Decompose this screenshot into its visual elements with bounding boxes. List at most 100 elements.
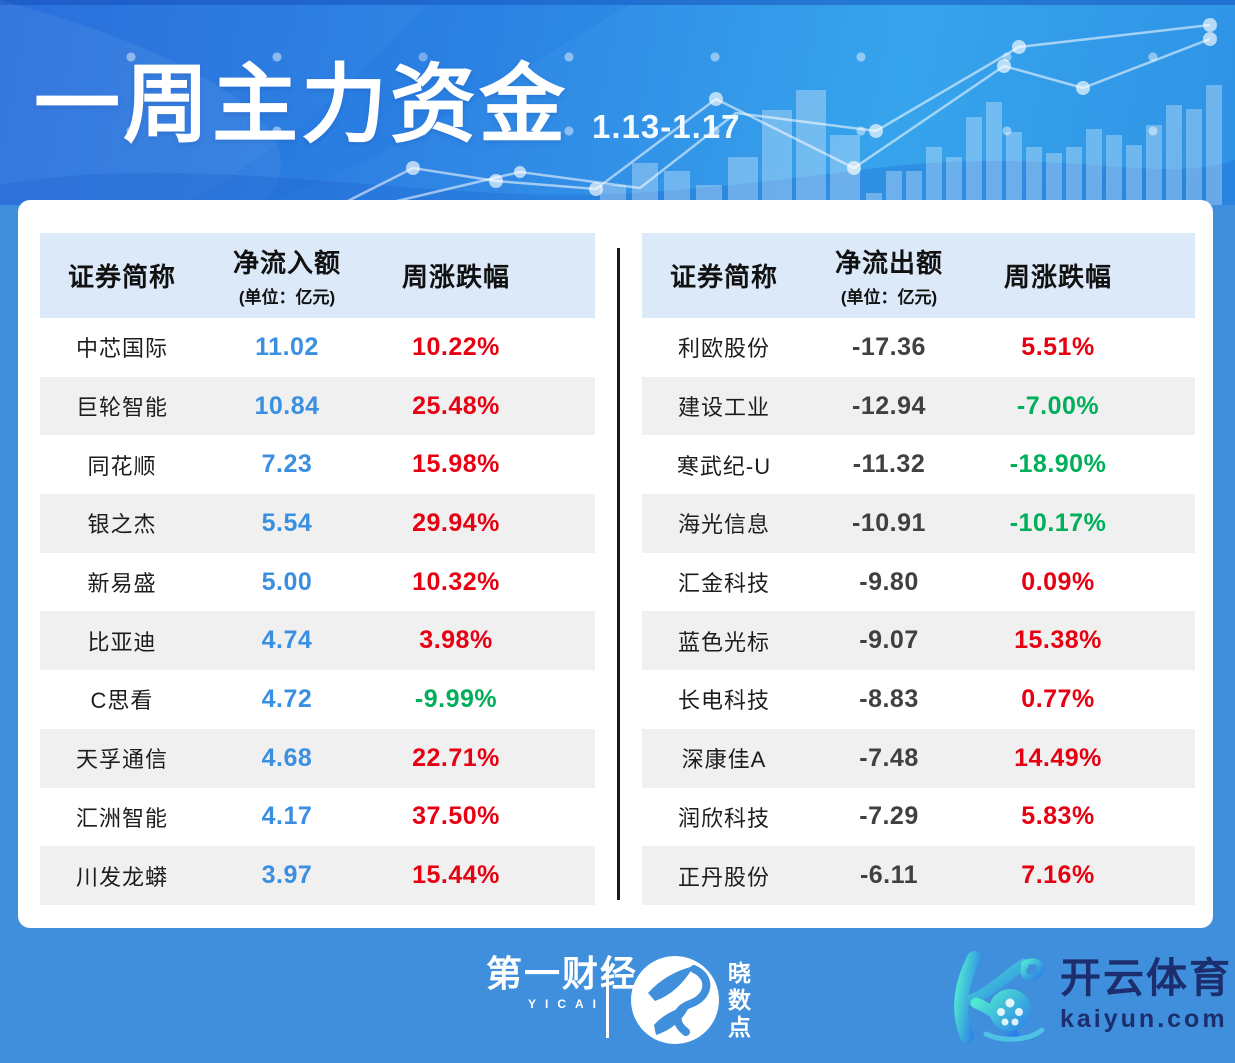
net-flow-value: -9.07 (859, 626, 919, 655)
net-flow-value: -7.48 (859, 743, 919, 772)
net-flow-value: 4.17 (261, 802, 313, 831)
security-name: 汇金科技 (677, 571, 770, 597)
net-flow-value: 5.54 (261, 508, 313, 537)
outflow-table-body: 利欧股份 -17.36 5.51% 建设工业 -12.94 -7.00% 寒武纪-U -11.… (642, 318, 1195, 905)
table-row: 巨轮智能 10.84 25.48% (40, 376, 595, 436)
column-header-unit: (单位：亿元) (238, 288, 336, 307)
weekly-change: -9.99% (414, 684, 498, 713)
table-row: 润欣科技 -7.29 5.83% (642, 788, 1195, 847)
table-row: 寒武纪-U -11.32 -18.90% (642, 435, 1195, 494)
weekly-change: 5.83% (1021, 802, 1095, 831)
table-row: 银之杰 5.54 29.94% (40, 494, 595, 553)
kaiyun-text: 开云体育 kaiyun.com (1060, 954, 1232, 1034)
security-name: 润欣科技 (677, 805, 770, 831)
content-card: 证券简称 净流入额 (单位：亿元) 周涨跌幅 中芯国际 11.02 10.22% 巨轮… (18, 200, 1213, 928)
weekly-change: 29.94% (412, 508, 500, 537)
yicai-logo-subtext: YICAI (528, 997, 606, 1011)
page-title: 一周主力资金 (34, 57, 568, 153)
banner-chart-decoration (0, 0, 1235, 205)
table-row: 利欧股份 -17.36 5.51% (642, 318, 1195, 377)
yicai-logo-text: 第一财经 (486, 953, 639, 994)
security-name: 天孚通信 (75, 747, 168, 773)
security-name: 新易盛 (87, 571, 157, 597)
net-flow-value: -10.91 (852, 508, 926, 537)
table-row: C思看 4.72 -9.99% (40, 670, 595, 729)
yicai-logo: 第一财经 YICAI (486, 953, 639, 1012)
column-header-net-outflow-label: 净流出额 (834, 248, 943, 278)
column-header-unit: (单位：亿元) (840, 288, 938, 307)
kaiyun-domain: kaiyun.com (1060, 1004, 1228, 1033)
weekly-change: 0.09% (1021, 567, 1095, 596)
net-flow-value: 4.72 (261, 684, 313, 713)
security-name: 正丹股份 (677, 864, 770, 890)
security-name: 银之杰 (87, 512, 157, 538)
net-flow-value: -7.29 (859, 802, 919, 831)
net-flow-value: 10.84 (254, 391, 320, 420)
net-flow-value: 5.00 (261, 567, 313, 596)
xiaoshudian-char: 点 (728, 1013, 751, 1040)
table-row: 海光信息 -10.91 -10.17% (642, 494, 1195, 553)
date-range: 1.13-1.17 (592, 108, 741, 145)
table-row: 汇金科技 -9.80 0.09% (642, 553, 1195, 612)
kaiyun-name: 开云体育 (1060, 954, 1232, 1001)
net-flow-value: 3.97 (261, 861, 313, 890)
security-name: 蓝色光标 (677, 629, 770, 655)
column-header-weekly-change: 周涨跌幅 (1003, 262, 1112, 292)
weekly-change: 0.77% (1021, 684, 1095, 713)
column-header-net-inflow: 净流入额 (单位：亿元) (204, 243, 370, 308)
security-name: C思看 (90, 688, 154, 714)
table-row: 正丹股份 -6.11 7.16% (642, 846, 1195, 905)
inflow-table: 证券简称 净流入额 (单位：亿元) 周涨跌幅 中芯国际 11.02 10.22% 巨轮… (40, 233, 595, 905)
outflow-table: 证券简称 净流出额 (单位：亿元) 周涨跌幅 利欧股份 -17.36 5.51% 建设… (642, 233, 1195, 905)
weekly-change: -7.00% (1016, 391, 1100, 420)
table-row: 天孚通信 4.68 22.71% (40, 728, 595, 788)
weekly-change: 15.44% (412, 861, 500, 890)
weekly-change: 15.98% (412, 450, 500, 479)
net-flow-value: -17.36 (852, 332, 926, 361)
security-name: 建设工业 (677, 395, 770, 421)
net-flow-value: -8.83 (859, 684, 919, 713)
outflow-table-header: 证券简称 净流出额 (单位：亿元) 周涨跌幅 (642, 233, 1195, 318)
table-row: 中芯国际 11.02 10.22% (40, 318, 595, 377)
column-header-net-inflow-label: 净流入额 (232, 248, 341, 278)
weekly-change: 25.48% (412, 391, 500, 420)
net-flow-value: -6.11 (859, 861, 919, 890)
weekly-change: 37.50% (412, 802, 500, 831)
column-header-security: 证券简称 (669, 262, 778, 292)
security-name: 比亚迪 (87, 629, 157, 655)
column-header-net-outflow: 净流出额 (单位：亿元) (806, 243, 972, 308)
weekly-change: 10.22% (412, 332, 500, 361)
weekly-change: 15.38% (1014, 626, 1102, 655)
banner-top-stripe (0, 0, 1235, 5)
weekly-change: 5.51% (1021, 332, 1095, 361)
security-name: 汇洲智能 (75, 805, 168, 831)
table-row: 蓝色光标 -9.07 15.38% (642, 611, 1195, 671)
column-header-weekly-change: 周涨跌幅 (401, 262, 510, 292)
xiaoshudian-logo: 晓 数 点 (628, 953, 751, 1047)
weekly-change: -18.90% (1009, 450, 1107, 479)
net-flow-value: 4.68 (261, 743, 313, 772)
weekly-change: 3.98% (419, 626, 493, 655)
net-flow-value: -9.80 (859, 567, 919, 596)
table-row: 同花顺 7.23 15.98% (40, 435, 595, 494)
security-name: 利欧股份 (677, 336, 770, 362)
table-divider (617, 248, 620, 900)
weekly-change: -10.17% (1009, 508, 1107, 537)
net-flow-value: -11.32 (852, 450, 926, 479)
weekly-change: 10.32% (412, 567, 500, 596)
security-name: 长电科技 (677, 688, 770, 714)
security-name: 寒武纪-U (676, 453, 772, 479)
net-flow-value: 4.74 (261, 626, 313, 655)
xiaoshudian-char: 数 (728, 986, 751, 1013)
security-name: 深康佳A (681, 747, 767, 773)
footer-logo-divider (606, 962, 609, 1038)
dot-grid-pattern (0, 6, 1235, 202)
column-header-security: 证券简称 (67, 262, 176, 292)
table-row: 汇洲智能 4.17 37.50% (40, 788, 595, 847)
table-row: 建设工业 -12.94 -7.00% (642, 376, 1195, 436)
security-name: 川发龙蟒 (75, 864, 168, 890)
security-name: 中芯国际 (75, 336, 168, 362)
table-row: 深康佳A -7.48 14.49% (642, 728, 1195, 788)
net-flow-value: -12.94 (852, 391, 926, 420)
